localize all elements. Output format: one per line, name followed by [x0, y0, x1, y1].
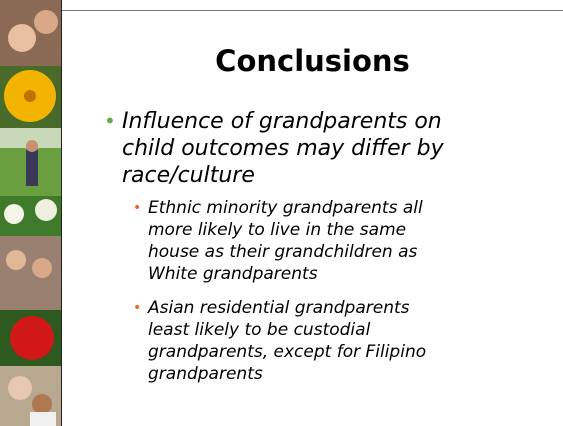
slide: Conclusions •Influence of grandparents o…: [0, 0, 563, 426]
slide-title: Conclusions: [62, 44, 563, 78]
text-line: grandparents: [148, 363, 553, 385]
bullet-marker: •: [133, 197, 141, 219]
text-line: child outcomes may differ by: [122, 135, 544, 162]
text-line: grandparents, except for Filipino: [148, 341, 553, 363]
text-line: White grandparents: [148, 263, 553, 285]
bullet-marker: •: [133, 297, 141, 319]
text-line: house as their grandchildren as: [148, 241, 553, 263]
text-line: least likely to be custodial: [148, 319, 553, 341]
text-line: race/culture: [122, 162, 544, 189]
text-line: Asian residential grandparents: [148, 297, 553, 319]
photo-strip: [0, 0, 62, 426]
divider: [62, 10, 563, 11]
text-line: Ethnic minority grandparents all: [148, 197, 553, 219]
bullet-marker: •: [104, 108, 116, 135]
text-line: Influence of grandparents on: [122, 108, 544, 135]
text-line: more likely to live in the same: [148, 219, 553, 241]
